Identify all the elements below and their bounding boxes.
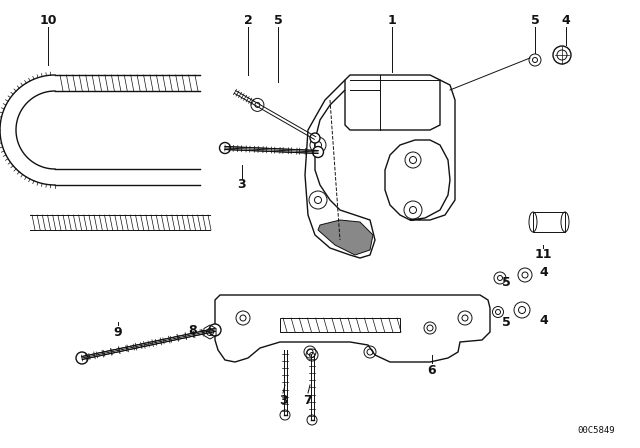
Circle shape bbox=[307, 415, 317, 425]
Text: 5: 5 bbox=[502, 315, 510, 328]
Circle shape bbox=[220, 142, 230, 154]
Text: 9: 9 bbox=[114, 326, 122, 339]
Bar bbox=[280, 318, 400, 332]
Text: 00C5849: 00C5849 bbox=[577, 426, 615, 435]
Circle shape bbox=[553, 46, 571, 64]
Text: 8: 8 bbox=[189, 323, 197, 336]
Circle shape bbox=[310, 133, 320, 143]
Text: 5: 5 bbox=[531, 13, 540, 26]
Circle shape bbox=[280, 410, 290, 420]
Circle shape bbox=[209, 324, 221, 336]
Text: 4: 4 bbox=[562, 13, 570, 26]
Text: 6: 6 bbox=[428, 363, 436, 376]
Text: 11: 11 bbox=[534, 249, 552, 262]
Polygon shape bbox=[318, 220, 373, 255]
Text: 1: 1 bbox=[388, 13, 396, 26]
Text: 5: 5 bbox=[274, 13, 282, 26]
Circle shape bbox=[312, 146, 323, 158]
Text: 5: 5 bbox=[502, 276, 510, 289]
Text: 10: 10 bbox=[39, 13, 57, 26]
Bar bbox=[533, 212, 565, 232]
Circle shape bbox=[76, 352, 88, 364]
Text: 2: 2 bbox=[244, 13, 252, 26]
Text: 3: 3 bbox=[237, 178, 246, 191]
Text: 3: 3 bbox=[278, 393, 287, 406]
Circle shape bbox=[251, 99, 264, 112]
Text: 4: 4 bbox=[540, 266, 548, 279]
Text: 7: 7 bbox=[303, 393, 312, 406]
Text: 4: 4 bbox=[540, 314, 548, 327]
